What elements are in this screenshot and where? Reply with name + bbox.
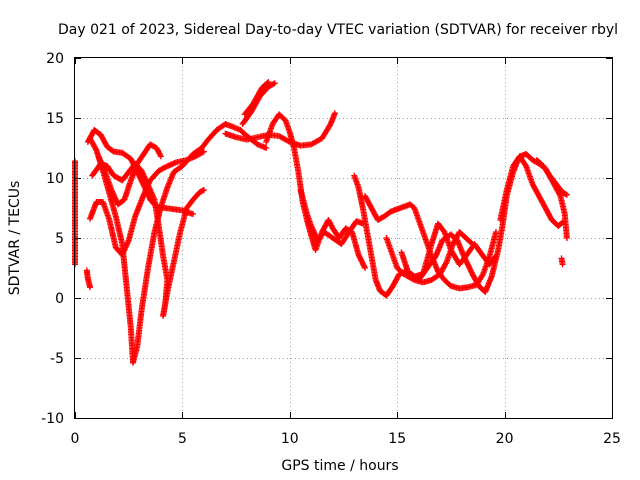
- data-point: [361, 265, 368, 271]
- y-axis-label: SDTVAR / TECUs: [7, 181, 23, 296]
- data-point: [157, 153, 164, 160]
- x-tick-label: 0: [71, 431, 80, 447]
- data-point: [559, 219, 566, 226]
- data-point: [493, 229, 500, 235]
- chart-title: Day 021 of 2023, Sidereal Day-to-day VTE…: [58, 22, 618, 38]
- data-point: [468, 240, 475, 246]
- y-tick-label: 20: [46, 51, 64, 67]
- axis-ticks: 0 5 10 15 20 25 -10 -5 0 5 10 15 20: [41, 51, 621, 447]
- data-point: [559, 261, 566, 268]
- data-point: [87, 284, 94, 291]
- data-point: [270, 80, 277, 87]
- data-point: [563, 235, 570, 241]
- x-tick-label: 25: [603, 431, 621, 447]
- plot-frame: [74, 57, 613, 419]
- data-points: [72, 79, 570, 366]
- x-tick-label: 20: [496, 431, 514, 447]
- data-point: [200, 187, 207, 193]
- data-point: [492, 254, 499, 261]
- data-point: [263, 145, 270, 151]
- data-point: [200, 148, 207, 155]
- data-point: [442, 260, 449, 267]
- x-tick-label: 5: [178, 431, 187, 447]
- y-tick-label: -5: [50, 351, 64, 367]
- data-point: [522, 161, 529, 168]
- y-tick-label: 5: [55, 231, 64, 247]
- data-point: [331, 110, 338, 117]
- data-point: [493, 253, 500, 259]
- data-point: [190, 211, 197, 217]
- data-point: [271, 80, 278, 87]
- x-tick-label: 10: [281, 431, 299, 447]
- y-tick-label: -10: [41, 411, 64, 427]
- data-point: [558, 220, 565, 227]
- y-tick-label: 10: [46, 171, 64, 187]
- y-tick-label: 0: [55, 291, 64, 307]
- x-tick-label: 15: [388, 431, 406, 447]
- data-point: [410, 276, 417, 283]
- data-point: [469, 241, 476, 247]
- data-point: [563, 191, 570, 198]
- data-point: [199, 149, 206, 156]
- data-point: [326, 122, 333, 129]
- data-point: [92, 146, 99, 153]
- data-point: [264, 80, 271, 86]
- data-point: [265, 79, 272, 85]
- y-tick-label: 15: [46, 111, 64, 127]
- x-axis-label: GPS time / hours: [281, 458, 398, 474]
